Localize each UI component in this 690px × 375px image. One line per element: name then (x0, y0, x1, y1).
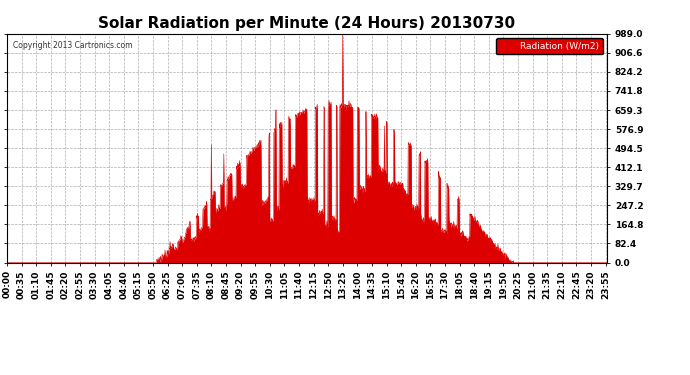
Text: Copyright 2013 Cartronics.com: Copyright 2013 Cartronics.com (13, 40, 132, 50)
Title: Solar Radiation per Minute (24 Hours) 20130730: Solar Radiation per Minute (24 Hours) 20… (99, 16, 515, 31)
Legend: Radiation (W/m2): Radiation (W/m2) (495, 38, 602, 54)
